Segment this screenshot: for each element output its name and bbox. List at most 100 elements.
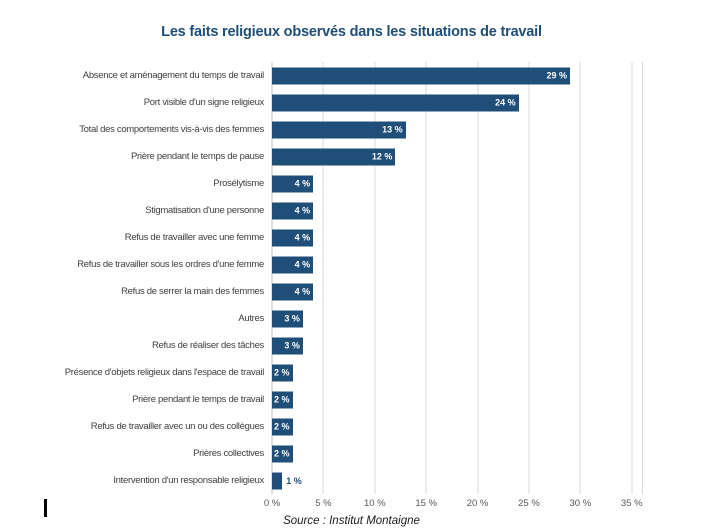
bar: 3 % <box>272 310 303 327</box>
bar-row: Absence et aménagement du temps de trava… <box>6 62 642 89</box>
bar: 4 % <box>272 283 314 300</box>
value-label: 2 % <box>274 394 290 405</box>
category-label: Total des comportements vis-à-vis des fe… <box>79 124 264 135</box>
x-tick-label: 15 % <box>415 498 437 509</box>
value-label: 24 % <box>495 97 516 108</box>
gridline <box>477 62 479 494</box>
category-label: Autres <box>238 313 264 324</box>
bar-track: 2 % <box>272 359 642 386</box>
bar-track: 29 % <box>272 62 642 89</box>
value-label: 29 % <box>546 70 568 81</box>
value-label: 3 % <box>284 313 300 324</box>
category-label: Présence d'objets religieux dans l'espac… <box>64 367 265 378</box>
text-cursor-artifact <box>44 499 47 517</box>
bar-track: 2 % <box>272 440 642 467</box>
bar-track: 24 % <box>272 89 642 116</box>
category-label: Prière pendant le temps de travail <box>132 394 264 405</box>
category-label: Absence et aménagement du temps de trava… <box>82 70 265 81</box>
x-tick-label: 0 % <box>263 498 281 509</box>
bar: 2 % <box>272 445 293 462</box>
bar <box>272 472 283 489</box>
y-axis-line <box>271 62 273 494</box>
gridline <box>322 62 324 494</box>
category-label: Prières collectives <box>193 448 264 459</box>
bar-row: Présence d'objets religieux dans l'espac… <box>6 359 642 386</box>
x-tick-label: 20 % <box>466 498 489 509</box>
category-label: Refus de travailler sous les ordres d'un… <box>77 259 264 270</box>
bar-track: 13 % <box>272 116 642 143</box>
bar-chart: Absence et aménagement du temps de trava… <box>6 62 643 514</box>
bar-row: Autres 3 % <box>6 305 642 332</box>
category-label: Refus de réaliser des tâches <box>152 340 264 351</box>
bar-track: 4 % <box>272 251 642 278</box>
value-label: 12 % <box>371 151 393 162</box>
bar: 4 % <box>272 256 314 273</box>
bar-track: 4 % <box>272 278 642 305</box>
value-label: 4 % <box>294 286 311 297</box>
value-label: 2 % <box>274 421 290 432</box>
bar-track: 3 % <box>272 332 642 359</box>
x-tick-label: 5 % <box>315 498 332 509</box>
value-label: 4 % <box>294 178 311 189</box>
x-tick-label: 10 % <box>363 498 386 509</box>
category-label: Prosélytisme <box>213 178 264 189</box>
bar-track: 3 % <box>272 305 642 332</box>
value-label: 2 % <box>274 448 290 459</box>
value-label: 4 % <box>294 259 311 270</box>
category-label: Refus de travailler avec une femme <box>124 232 265 243</box>
category-label: Refus de serrer la main des femmes <box>121 286 264 297</box>
bar-track: 1 % <box>272 467 642 494</box>
gridline <box>631 62 633 494</box>
bar-row: Refus de travailler sous les ordres d'un… <box>6 251 642 278</box>
bar-track: 4 % <box>272 224 642 251</box>
value-label: 2 % <box>274 367 290 378</box>
bar: 4 % <box>272 229 314 246</box>
bar-row: Port visible d'un signe religieux 24 % <box>6 89 642 116</box>
bar-track: 4 % <box>272 197 642 224</box>
bar: 13 % <box>272 121 406 138</box>
x-tick-label: 30 % <box>569 498 592 509</box>
bar-track: 2 % <box>272 386 642 413</box>
bar-row: Prière pendant le temps de travail 2 % <box>6 386 642 413</box>
category-label: Stigmatisation d'une personne <box>145 205 264 216</box>
category-label: Prière pendant le temps de pause <box>131 151 264 162</box>
bar-row: Stigmatisation d'une personne 4 % <box>6 197 642 224</box>
x-tick-label: 35 % <box>620 498 643 509</box>
x-axis: 0 % 5 % 10 % 15 % 20 % 25 % 30 % 35 % <box>264 498 643 514</box>
bar-row: Intervention d'un responsable religieux 1… <box>6 467 642 494</box>
bar: 2 % <box>272 391 293 408</box>
gridline <box>374 62 376 494</box>
value-label: 13 % <box>382 124 403 135</box>
bar: 29 % <box>272 67 571 84</box>
value-label: 1 % <box>286 475 302 486</box>
bar: 4 % <box>272 175 314 192</box>
bar-row: Prosélytisme 4 % <box>6 170 642 197</box>
bar: 2 % <box>272 418 293 435</box>
bar: 24 % <box>272 94 519 111</box>
bar: 2 % <box>272 364 293 381</box>
bar-track: 2 % <box>272 413 642 440</box>
x-tick-label: 25 % <box>518 498 540 509</box>
chart-rows: Absence et aménagement du temps de trava… <box>6 62 642 494</box>
bar: 3 % <box>272 337 303 354</box>
category-label: Port visible d'un signe religieux <box>143 97 265 108</box>
bar-row: Refus de serrer la main des femmes 4 % <box>6 278 642 305</box>
bar: 12 % <box>272 148 396 165</box>
category-label: Intervention d'un responsable religieux <box>113 475 264 486</box>
bar-track: 4 % <box>272 170 642 197</box>
value-label: 4 % <box>294 205 311 216</box>
bar-row: Refus de réaliser des tâches 3 % <box>6 332 642 359</box>
source-caption: Source : Institut Montaigne <box>283 515 420 527</box>
bar-row: Prière pendant le temps de pause 12 % <box>6 143 642 170</box>
bar-row: Refus de travailler avec une femme 4 % <box>6 224 642 251</box>
category-label: Refus de travailler avec un ou des collè… <box>90 421 265 432</box>
plot-gridlines <box>271 62 643 494</box>
gridline <box>528 62 530 494</box>
gridline <box>579 62 581 494</box>
chart-title: Les faits religieux observés dans les si… <box>161 24 542 40</box>
bar-track: 12 % <box>272 143 642 170</box>
bar: 4 % <box>272 202 314 219</box>
value-label: 4 % <box>294 232 311 243</box>
gridline <box>425 62 427 494</box>
